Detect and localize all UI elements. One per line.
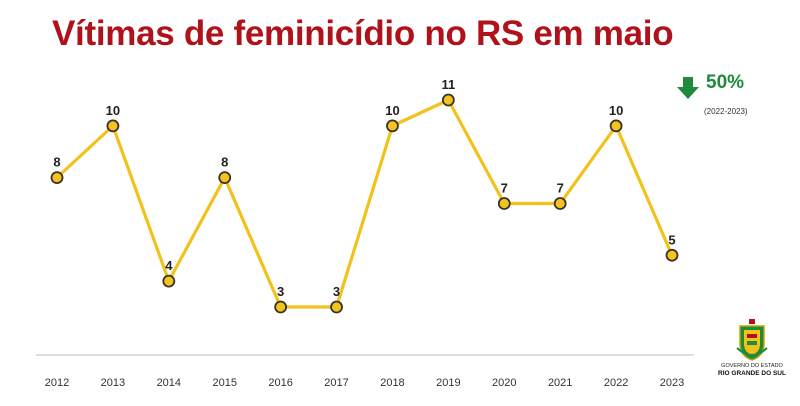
x-tick-label: 2013: [101, 377, 125, 389]
data-point: [274, 300, 288, 314]
coat-of-arms-icon: [736, 319, 768, 361]
series-line: [55, 98, 674, 309]
logo-line-2: RIO GRANDE DO SUL: [718, 370, 786, 377]
x-tick-label: 2023: [660, 377, 684, 389]
logo-line-1: GOVERNO DO ESTADO: [721, 363, 783, 369]
x-tick-label: 2016: [268, 377, 292, 389]
change-percent: 50%: [706, 72, 745, 93]
data-label: 4: [165, 258, 173, 273]
data-point: [609, 119, 623, 133]
government-logo: GOVERNO DO ESTADO RIO GRANDE DO SUL: [716, 318, 788, 378]
data-label: 10: [609, 103, 623, 118]
x-tick-label: 2018: [380, 377, 404, 389]
x-tick-label: 2012: [45, 377, 69, 389]
data-point: [218, 171, 232, 185]
x-tick-label: 2021: [548, 377, 572, 389]
data-point: [106, 119, 120, 133]
data-point: [441, 93, 455, 107]
data-label: 7: [501, 181, 508, 196]
data-label: 7: [557, 181, 564, 196]
data-label: 8: [53, 155, 60, 170]
data-label: 11: [441, 77, 455, 92]
data-point: [50, 171, 64, 185]
x-tick-label: 2022: [604, 377, 628, 389]
data-label: 3: [333, 284, 340, 299]
change-range: (2022-2023): [704, 107, 748, 116]
x-tick-label: 2020: [492, 377, 516, 389]
data-point: [553, 197, 567, 210]
data-point: [162, 274, 176, 288]
x-tick-label: 2017: [324, 377, 348, 389]
data-point: [665, 248, 679, 262]
chart-title: Vítimas de feminicídio no RS em maio: [52, 14, 674, 53]
down-arrow-icon: [677, 77, 699, 99]
data-point: [386, 119, 399, 133]
data-label: 3: [277, 284, 284, 299]
x-tick-label: 2014: [157, 377, 181, 389]
data-label: 10: [385, 103, 399, 118]
data-label: 10: [106, 103, 120, 118]
data-point: [330, 300, 343, 314]
data-label: 5: [668, 232, 675, 247]
x-tick-label: 2019: [436, 377, 460, 389]
data-point: [497, 197, 511, 210]
x-tick-label: 2015: [212, 377, 236, 389]
plot-area: 8 2012 10 2013 4 2014 8 2015 3 2016 3 2017 10 2018 11 2…: [45, 77, 684, 389]
data-label: 8: [221, 155, 228, 170]
